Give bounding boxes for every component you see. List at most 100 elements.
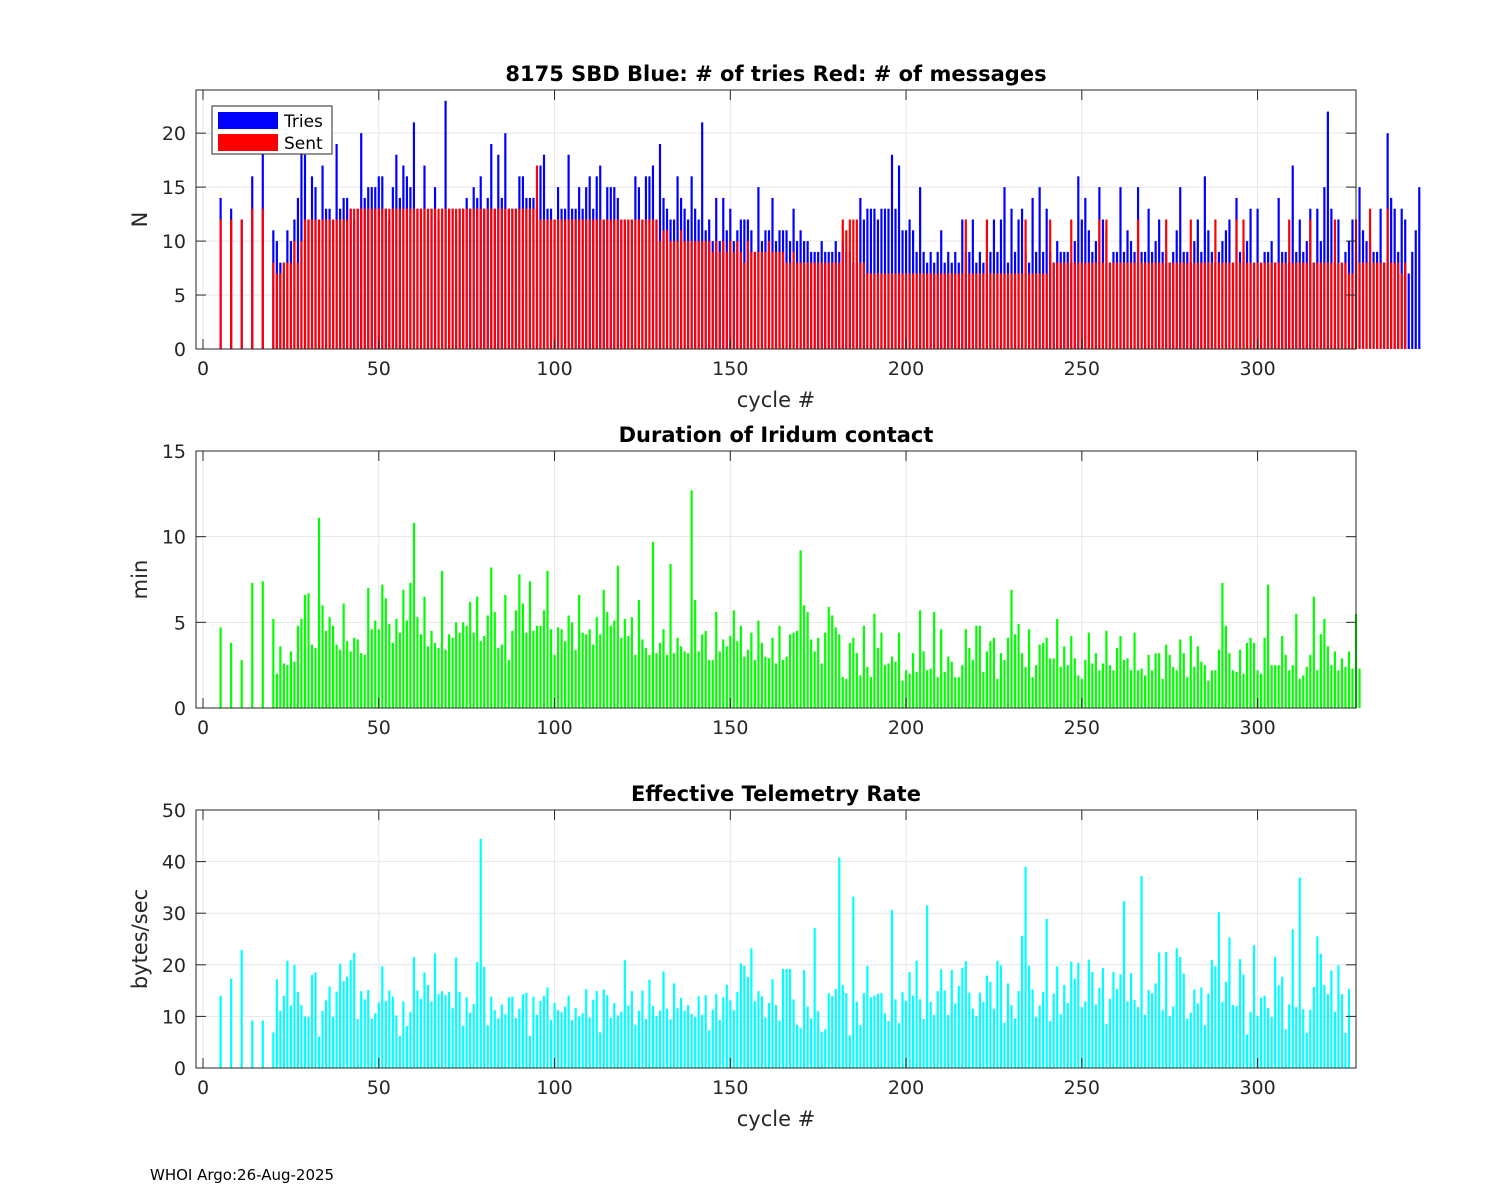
bar-duration <box>704 630 707 708</box>
y-tick-label: 5 <box>174 612 186 634</box>
bar-duration <box>634 654 637 708</box>
bar-sent <box>300 241 303 349</box>
bar-duration <box>556 627 560 708</box>
bar-duration <box>578 594 581 708</box>
bar-sent <box>736 241 739 349</box>
bar-sent <box>933 273 936 349</box>
bar-sent <box>725 251 728 350</box>
bar-duration <box>926 670 929 708</box>
bar-duration <box>1256 670 1259 708</box>
bar-sent <box>641 219 644 349</box>
bar-sent <box>504 208 507 349</box>
bar-rate <box>1316 936 1319 1068</box>
bar-rate <box>440 991 444 1068</box>
bar-rate <box>426 984 430 1068</box>
bar-rate <box>774 1005 778 1068</box>
bar-duration <box>1298 678 1301 708</box>
bar-sent <box>796 262 799 349</box>
bar-sent <box>539 219 542 349</box>
bar-duration <box>1231 670 1235 708</box>
bar-rate <box>1298 877 1301 1068</box>
bar-duration <box>307 593 310 708</box>
bar-sent <box>521 208 524 349</box>
bar-rate <box>1042 992 1045 1068</box>
bar-sent <box>694 241 697 349</box>
chart-title: Effective Telemetry Rate <box>631 782 921 806</box>
bar-sent <box>1319 262 1322 349</box>
bar-sent <box>1006 273 1010 349</box>
bar-duration <box>1038 644 1041 708</box>
bar-rate <box>718 1020 721 1068</box>
bar-duration <box>1267 584 1270 708</box>
bar-sent <box>922 273 925 349</box>
bar-sent <box>887 273 890 349</box>
bar-duration <box>715 612 718 708</box>
bar-sent <box>532 208 535 349</box>
bar-rate <box>658 1010 662 1068</box>
bar-rate <box>778 1020 781 1068</box>
bar-sent <box>1063 262 1066 349</box>
bar-sent <box>324 219 328 349</box>
bar-rate <box>1323 984 1326 1068</box>
bar-duration <box>1277 665 1280 708</box>
bar-rate <box>915 960 918 1068</box>
bar-rate <box>1098 988 1101 1068</box>
bar-sent <box>908 273 911 349</box>
bar-duration <box>335 644 338 708</box>
bar-rate <box>880 993 883 1068</box>
bar-rate <box>458 992 461 1068</box>
bar-rate <box>841 984 844 1068</box>
bar-duration <box>954 677 957 708</box>
bar-sent <box>440 208 444 349</box>
bar-rate <box>813 928 816 1068</box>
bar-duration <box>1333 651 1336 708</box>
bar-duration <box>658 642 662 708</box>
bar-duration <box>448 634 451 708</box>
bar-sent <box>616 219 619 349</box>
bar-rate <box>528 1036 532 1068</box>
bar-rate <box>592 999 595 1068</box>
bar-rate <box>736 992 739 1068</box>
bar-rate <box>1330 970 1333 1068</box>
bar-rate <box>328 986 331 1068</box>
bar-duration <box>933 612 936 708</box>
bar-duration <box>630 617 633 708</box>
bar-rate <box>1312 986 1315 1068</box>
bar-duration <box>697 651 700 708</box>
bar-duration <box>1196 646 1199 708</box>
bar-rate <box>1305 1032 1308 1068</box>
bar-sent <box>1221 262 1224 349</box>
bar-duration <box>1084 660 1087 708</box>
bar-rate <box>1158 952 1161 1068</box>
bar-duration <box>1098 670 1101 708</box>
bar-duration <box>1344 666 1347 708</box>
bar-duration <box>289 651 292 708</box>
bar-duration <box>300 618 303 708</box>
bar-rate <box>866 965 869 1068</box>
bar-sent <box>785 262 788 349</box>
bar-rate <box>1281 976 1284 1068</box>
bar-sent <box>810 262 813 349</box>
y-tick-label: 10 <box>162 527 186 549</box>
bar-rate <box>883 1013 887 1068</box>
bar-rate <box>824 1029 827 1068</box>
bar-rate <box>1347 989 1351 1068</box>
bar-rate <box>1221 1001 1224 1068</box>
bar-duration <box>1305 666 1308 708</box>
bar-duration <box>1291 665 1294 708</box>
bar-sent <box>585 219 588 349</box>
bar-sent <box>1133 262 1136 349</box>
bar-duration <box>493 612 496 708</box>
bar-rate <box>1284 1029 1287 1068</box>
bar-duration <box>483 636 486 708</box>
bar-rate <box>940 969 943 1068</box>
bar-rate <box>332 1016 335 1068</box>
bar-sent <box>630 219 633 349</box>
bar-sent <box>729 241 732 349</box>
bar-sent <box>455 208 458 349</box>
bar-sent <box>788 262 792 349</box>
bar-rate <box>1228 937 1231 1068</box>
bar-duration <box>859 675 862 708</box>
bar-duration <box>240 660 243 708</box>
bar-rate <box>423 972 426 1068</box>
